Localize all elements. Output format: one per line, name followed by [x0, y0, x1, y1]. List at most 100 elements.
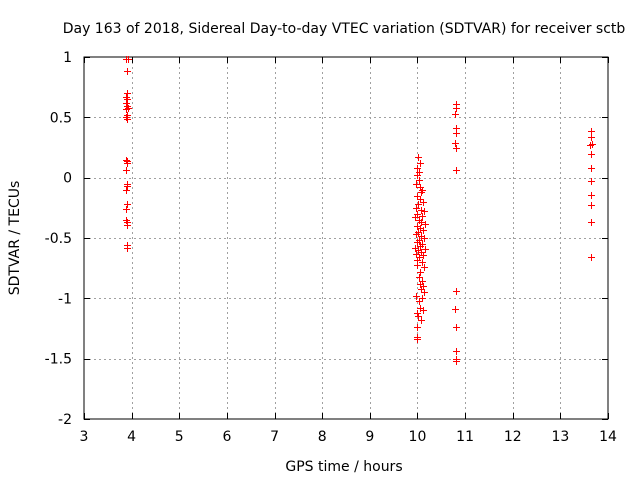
- data-point: [123, 187, 130, 194]
- data-point: [422, 246, 429, 253]
- data-point: [453, 288, 460, 295]
- data-point: [124, 183, 131, 190]
- data-point: [123, 157, 130, 164]
- data-point: [421, 289, 428, 296]
- data-point: [588, 254, 595, 261]
- data-point: [452, 306, 459, 313]
- data-point: [414, 193, 421, 200]
- data-point: [452, 140, 459, 147]
- data-point: [124, 222, 131, 229]
- data-point: [453, 145, 460, 152]
- data-point: [587, 142, 594, 149]
- data-point: [418, 189, 425, 196]
- data-point: [414, 172, 421, 179]
- data-point: [452, 111, 459, 118]
- data-point: [123, 167, 130, 174]
- y-tick-label: -2: [58, 412, 72, 428]
- data-points: [123, 56, 596, 365]
- x-axis-label: GPS time / hours: [285, 459, 402, 475]
- data-point: [419, 213, 426, 220]
- data-point: [453, 105, 460, 112]
- data-point: [422, 221, 429, 228]
- data-point: [413, 251, 420, 258]
- data-point: [414, 324, 421, 331]
- data-point: [124, 160, 131, 167]
- data-point: [415, 313, 422, 320]
- data-point: [414, 336, 421, 343]
- data-point: [416, 298, 423, 305]
- x-tick-label: 8: [318, 429, 327, 445]
- data-point: [124, 116, 131, 123]
- data-point: [414, 239, 421, 246]
- y-tick-labels: 1 0.5 0 -0.5 -1 -1.5 -2: [45, 50, 72, 428]
- data-point: [415, 201, 422, 208]
- data-point: [588, 192, 595, 199]
- data-point: [416, 177, 423, 184]
- data-point: [418, 219, 425, 226]
- data-point: [415, 154, 422, 161]
- data-point: [414, 165, 421, 172]
- y-axis-label: SDTVAR / TECUs: [7, 181, 23, 296]
- data-point: [417, 243, 424, 250]
- data-point: [413, 293, 420, 300]
- data-point: [420, 199, 427, 206]
- data-point: [588, 134, 595, 141]
- y-tick-label: 0: [63, 171, 72, 187]
- x-tick-label: 6: [222, 429, 231, 445]
- x-tick-label: 14: [599, 429, 617, 445]
- x-tick-label: 11: [456, 429, 474, 445]
- x-tick-label: 3: [80, 429, 89, 445]
- y-tick-label: 0.5: [50, 110, 72, 126]
- data-point: [418, 317, 425, 324]
- data-point: [588, 219, 595, 226]
- data-point: [124, 201, 131, 208]
- x-tick-label: 9: [365, 429, 374, 445]
- data-point: [453, 324, 460, 331]
- data-point: [124, 90, 131, 97]
- plot-frame: [83, 56, 609, 420]
- data-point: [588, 178, 595, 185]
- data-point: [413, 231, 420, 238]
- data-point: [421, 235, 428, 242]
- x-tick-label: 7: [270, 429, 279, 445]
- data-point: [421, 208, 428, 215]
- data-point: [413, 181, 420, 188]
- data-point: [417, 196, 424, 203]
- data-point: [588, 165, 595, 172]
- data-point: [453, 167, 460, 174]
- data-point: [124, 245, 131, 252]
- grid-lines: [84, 57, 608, 419]
- data-point: [125, 56, 132, 63]
- data-point: [588, 128, 595, 135]
- data-point: [124, 68, 131, 75]
- data-point: [588, 151, 595, 158]
- chart-title: Day 163 of 2018, Sidereal Day-to-day VTE…: [63, 21, 626, 37]
- data-point: [417, 160, 424, 167]
- data-point: [421, 264, 428, 271]
- x-tick-label: 13: [551, 429, 569, 445]
- data-point: [417, 269, 424, 276]
- data-point: [123, 100, 130, 107]
- data-point: [412, 214, 419, 221]
- data-point: [414, 310, 421, 317]
- data-point: [124, 96, 131, 103]
- data-point: [418, 286, 425, 293]
- data-point: [453, 348, 460, 355]
- data-point: [588, 202, 595, 209]
- data-point: [414, 262, 421, 269]
- data-point: [453, 130, 460, 137]
- data-point: [420, 227, 427, 234]
- data-point: [419, 295, 426, 302]
- y-tick-label: -0.5: [45, 231, 72, 247]
- data-point: [418, 207, 425, 214]
- y-tick-label: 1: [63, 50, 72, 66]
- data-point: [416, 274, 423, 281]
- x-tick-label: 5: [175, 429, 184, 445]
- data-point: [123, 206, 130, 213]
- data-point: [420, 252, 427, 259]
- data-point: [125, 105, 132, 112]
- y-tick-label: -1: [58, 291, 72, 307]
- data-point: [453, 358, 460, 365]
